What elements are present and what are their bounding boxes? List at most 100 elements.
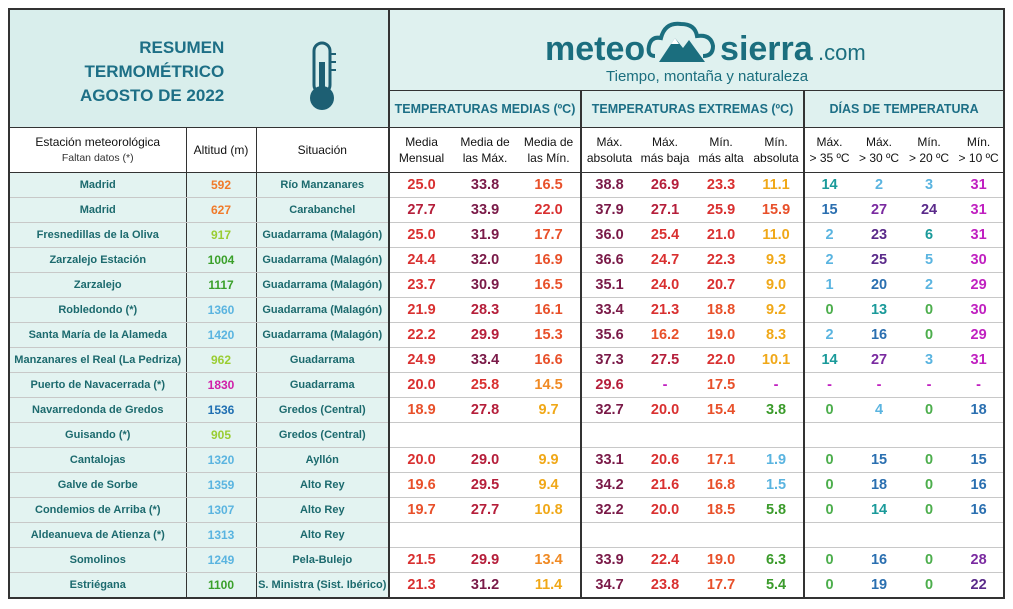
thermometer-icon [310,41,336,110]
value-cell: 14 [803,172,855,198]
header-line: Media [405,135,438,149]
value-cell [388,422,454,448]
value-cell: 0 [904,322,955,348]
station: Madrid [9,197,187,223]
value-cell: 31 [954,197,1005,223]
temperature-table: RESUMEN TERMOMÉTRICO AGOSTO DE 2022 mete… [8,8,1006,599]
situation: Guadarrama [256,372,390,398]
value-cell: 24.9 [388,347,454,373]
header-line: Media de [460,135,510,149]
value-cell: 33.4 [580,297,638,323]
value-cell: 18.9 [388,397,454,423]
value-cell: 0 [803,572,855,599]
value-cell: 15 [954,447,1005,473]
value-cell [749,422,805,448]
value-cell: 27.5 [637,347,694,373]
header-line: Mín. [966,135,991,149]
situation: Guadarrama (Malagón) [256,322,390,348]
table-row: Puerto de Navacerrada (*) 1830 Guadarrama 2… [9,372,1005,398]
value-cell: 2 [803,247,855,273]
station: Zarzalejo Estación [9,247,187,273]
group-header: TEMPERATURAS MEDIAS (ºC) [388,90,582,128]
table-row: Santa María de la Alameda 1420 Guadarrama … [9,322,1005,348]
value-cell: 13 [854,297,905,323]
value-cell: 9.9 [517,447,582,473]
column-header: Media de las Mín. [517,127,582,173]
value-cell: 34.7 [580,572,638,599]
value-cell: 0 [904,297,955,323]
value-cell: 14.5 [517,372,582,398]
value-cell: 32.2 [580,497,638,523]
value-cell: 16.9 [517,247,582,273]
value-cell: 1 [803,272,855,298]
value-cell: 19.6 [388,472,454,498]
altitude: 1320 [186,447,257,473]
value-cell: 0 [803,297,855,323]
header-note: Faltan datos (*) [61,152,134,164]
situation: Río Manzanares [256,172,390,198]
situation: Alto Rey [256,472,390,498]
value-cell [693,422,750,448]
value-cell: 3.8 [749,397,805,423]
value-cell: 21.9 [388,297,454,323]
column-header: Mín. más alta [693,127,750,173]
situation: Guadarrama (Malagón) [256,247,390,273]
value-cell: 30 [954,247,1005,273]
value-cell [904,522,955,548]
value-cell: 0 [904,472,955,498]
value-cell: 5 [904,247,955,273]
title-line: TERMOMÉTRICO [84,62,225,81]
value-cell: 19 [854,572,905,599]
situation: Guadarrama (Malagón) [256,297,390,323]
station: Navarredonda de Gredos [9,397,187,423]
altitude: 592 [186,172,257,198]
value-cell: 25 [854,247,905,273]
value-cell: 21.0 [693,222,750,248]
value-cell: 0 [904,447,955,473]
value-cell: 37.3 [580,347,638,373]
table-row: Guisando (*) 905 Gredos (Central) [9,422,1005,448]
situation: Guadarrama [256,347,390,373]
header-line: Mensual [398,151,445,165]
value-cell [517,422,582,448]
table-row: Fresnedillas de la Oliva 917 Guadarrama (M… [9,222,1005,248]
value-cell: 27 [854,347,905,373]
value-cell: 16.5 [517,272,582,298]
value-cell: 32.0 [453,247,518,273]
column-header: Situación [256,127,390,173]
header-line: absoluta [753,151,799,165]
value-cell: 16.1 [517,297,582,323]
value-cell: 35.1 [580,272,638,298]
title-line: AGOSTO DE 2022 [80,86,225,105]
value-cell: 1.5 [749,472,805,498]
altitude: 1307 [186,497,257,523]
value-cell: 0 [904,547,955,573]
value-cell: 29 [954,272,1005,298]
value-cell: 9.7 [517,397,582,423]
value-cell: 15 [803,197,855,223]
value-cell: 23.3 [693,172,750,198]
situation: S. Ministra (Sist. Ibérico) [256,572,390,599]
header-line: más alta [698,151,744,165]
station: Santa María de la Alameda [9,322,187,348]
value-cell: 19.0 [693,322,750,348]
table-row: Cantalojas 1320 Ayllón 20.0 29.0 9.9 33.1 20.6 1… [9,447,1005,473]
value-cell: 29.5 [453,472,518,498]
logo-text: meteo [545,30,646,68]
table-row: Zarzalejo Estación 1004 Guadarrama (Malagó… [9,247,1005,273]
value-cell: 23.7 [388,272,454,298]
value-cell [749,522,805,548]
value-cell: 31 [954,347,1005,373]
value-cell: 36.6 [580,247,638,273]
value-cell: 8.3 [749,322,805,348]
logo-tagline: Tiempo, montaña y naturaleza [606,68,809,85]
altitude: 627 [186,197,257,223]
value-cell [854,422,905,448]
value-cell: 16.2 [637,322,694,348]
value-cell: 11.1 [749,172,805,198]
value-cell: 16 [954,497,1005,523]
station: Estriégana [9,572,187,599]
value-cell: 0 [803,397,855,423]
value-cell: - [803,372,855,398]
station: Zarzalejo [9,272,187,298]
